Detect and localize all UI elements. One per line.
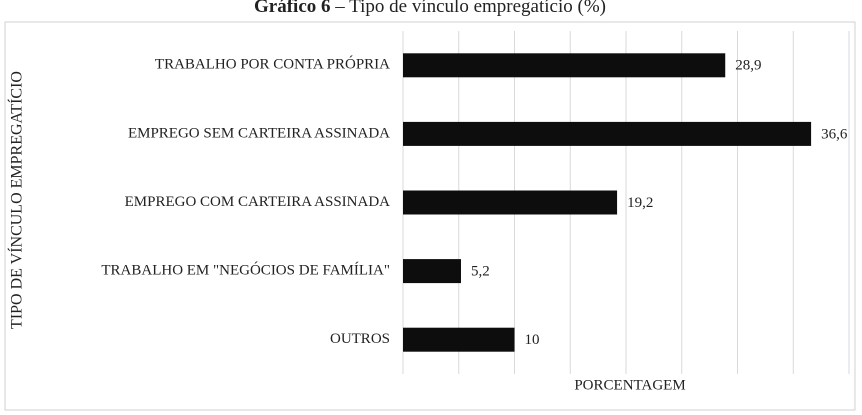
bar	[403, 121, 812, 146]
y-axis-label: TIPO DE VÍNCULO EMPREGATÍCIO	[7, 71, 26, 329]
x-axis-label: PORCENTAGEM	[574, 377, 685, 393]
bar	[403, 259, 461, 284]
y-tick-label: EMPREGO COM CARTEIRA ASSINADA	[125, 194, 391, 210]
y-tick-label: OUTROS	[330, 331, 390, 347]
value-label: 19,2	[627, 195, 653, 211]
title-bold: Gráfico 6	[254, 0, 331, 17]
value-label: 10	[525, 332, 540, 348]
chart-border	[4, 21, 856, 411]
value-label: 5,2	[471, 264, 490, 280]
y-tick-label: EMPREGO SEM CARTEIRA ASSINADA	[128, 125, 390, 141]
value-label: 36,6	[821, 126, 848, 142]
bar	[403, 53, 726, 78]
value-label: 28,9	[735, 58, 761, 74]
chart-title: Gráfico 6 – Tipo de vínculo empregatício…	[254, 0, 606, 17]
title-rest: – Tipo de vínculo empregatício (%)	[331, 0, 606, 17]
y-tick-label: TRABALHO POR CONTA PRÓPRIA	[155, 56, 390, 73]
bar	[403, 190, 618, 215]
bar	[403, 327, 515, 352]
y-tick-label: TRABALHO EM "NEGÓCIOS DE FAMÍLIA"	[101, 262, 390, 279]
